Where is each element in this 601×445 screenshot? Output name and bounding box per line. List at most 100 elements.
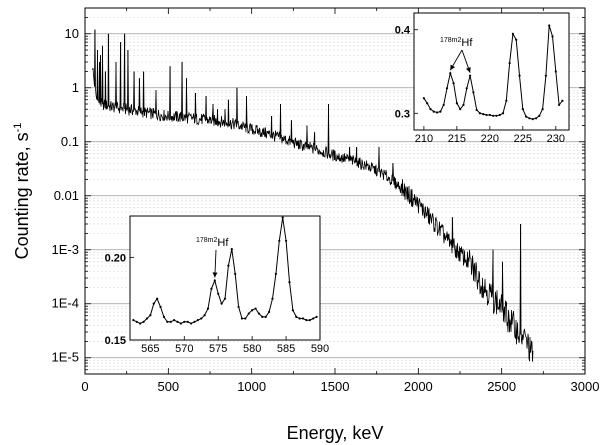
inset-point [213,279,216,282]
inset-point [217,292,220,295]
inset-point [200,317,203,320]
annotation-arrowhead [450,64,455,71]
isotope-annotation: 178m2Hf [196,237,229,249]
inset-point [281,216,284,219]
inset-point [257,312,261,315]
inset-point [432,110,435,113]
inset-x-tick-label: 215 [448,133,466,145]
inset-point [511,32,515,35]
inset-y-tick-label: 0.3 [395,108,410,120]
isotope-symbol: Hf [461,37,473,49]
spectrum-line [92,29,534,362]
inset-x-tick-label: 230 [547,133,565,145]
x-tick-label: 1000 [237,379,266,394]
inset-point [179,322,182,325]
x-tick-label: 2500 [487,379,516,394]
inset-point [186,320,189,323]
inset-point [183,320,186,323]
inset-point [495,114,498,117]
isotope-annotation: 178m2Hf [440,37,473,49]
inset-point [227,264,230,267]
inset-point [531,118,534,121]
y-tick-label: 0.01 [54,188,79,203]
y-axis-title: Counting rate, s-1 [12,123,32,260]
x-tick-label: 3000 [571,379,600,394]
main-plot-area [92,29,534,362]
inset-point [166,320,169,323]
inset-point [240,317,244,320]
inset-point [561,99,564,102]
inset-point [210,287,213,290]
inset-point [247,312,250,315]
y-tick-label: 1E-4 [52,296,79,311]
inset-point [278,239,281,242]
inset-point [206,307,210,310]
isotope-symbol: Hf [217,237,229,249]
inset-point [551,35,554,38]
inset-point [288,281,291,284]
x-tick-label: 500 [157,379,179,394]
inset-x-tick-label: 220 [481,133,499,145]
inset-point [508,62,511,65]
inset-point [237,305,240,309]
inset-point [315,315,318,318]
inset-x-tick-label: 570 [175,343,193,355]
annotation-arrowhead [466,67,471,73]
inset-point [251,309,254,312]
inset-point [501,112,505,115]
inset-point [135,320,138,323]
x-tick-label: 1500 [321,379,350,394]
inset-point [271,297,274,300]
inset-frame [129,215,321,341]
inset-point [193,320,196,323]
inset-point [274,272,277,275]
inset-point [534,117,538,120]
inset-point [244,317,247,320]
inset-x-tick-label: 575 [209,343,227,355]
x-tick-label: 2000 [404,379,433,394]
inset-point [435,111,439,114]
inset-point [482,113,485,116]
inset-point [308,319,311,322]
inset-point [422,97,425,100]
inset-point [462,103,465,107]
y-tick-label: 1 [72,80,79,95]
inset-point [455,102,458,105]
isotope-mass-number: 178m2 [196,237,218,244]
inset-point [478,112,482,115]
y-tick-label: 1E-3 [52,242,79,257]
inset-point [234,272,237,275]
isotope-mass-number: 178m2 [440,37,462,44]
inset-x-tick-label: 590 [311,343,329,355]
inset-point [465,87,468,90]
inset-point [298,317,301,320]
inset-point [295,315,298,318]
inset-x-tick-label: 580 [243,343,261,355]
y-axis-title-text: Counting rate, s [12,132,32,259]
inset-point [284,239,288,242]
inset-point [254,307,257,310]
inset-point [518,74,521,77]
inset-y-tick-label: 0.15 [105,335,126,347]
inset-point [132,319,135,322]
inset-point [554,70,557,73]
y-tick-label: 1E-5 [52,350,79,365]
inset-point [538,114,541,117]
inset-point [485,113,488,117]
inset-point [156,297,159,300]
inset-point [521,108,524,111]
inset-point [149,314,152,317]
inset-x-tick-label: 585 [277,343,295,355]
inset-point [505,99,508,102]
inset-point [230,247,233,251]
inset-point [498,113,501,117]
inset-point [264,315,267,318]
inset-point [459,108,462,111]
inset-point [301,317,305,320]
inset-x-tick-label: 225 [514,133,532,145]
inset-point [515,38,518,41]
inset-point [261,315,264,318]
inset-point [203,314,206,317]
inset-point [558,103,561,107]
